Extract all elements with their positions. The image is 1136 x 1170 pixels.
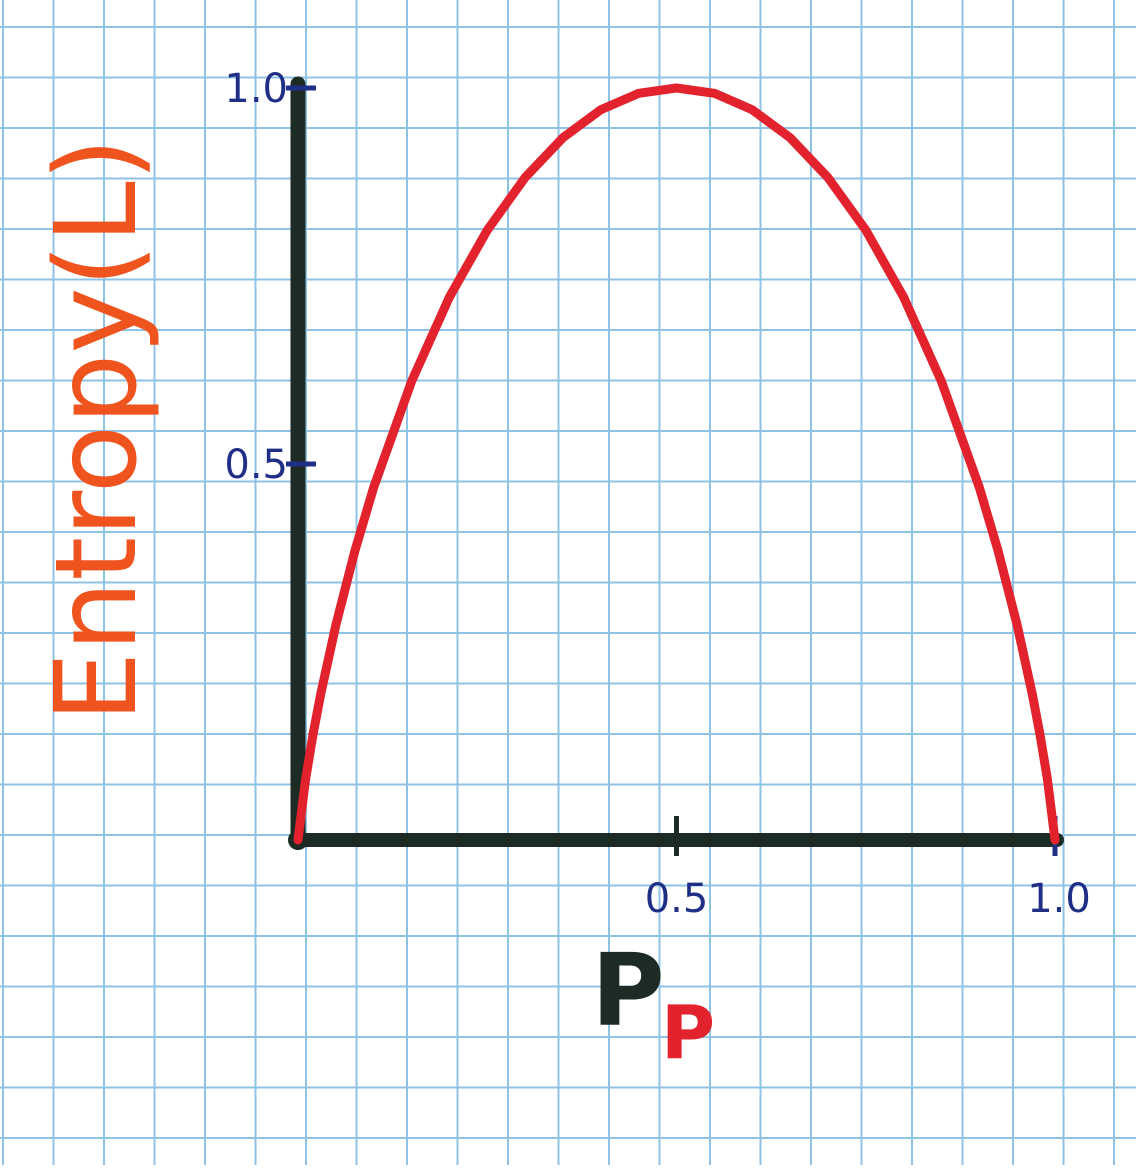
entropy-curve [293,83,1060,845]
x-tick-label: 1.0 [1027,876,1091,922]
x-tick-label: 0.5 [645,876,709,922]
y-tick-label: 0.5 [224,442,288,488]
y-axis-label: Entropy(L) [32,138,162,723]
y-tick-label: 1.0 [224,66,288,112]
ticks: 0.5 1.0 0.5 1.0 [224,66,1090,922]
x-axis-label-subscript: P [661,990,715,1076]
x-axis-label: P [591,932,664,1049]
axes [288,76,1064,850]
